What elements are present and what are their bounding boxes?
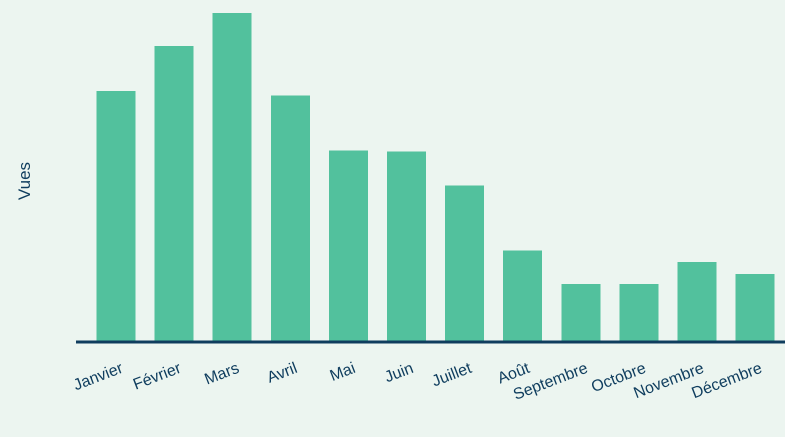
x-tick-label: Mars: [202, 360, 241, 389]
bar-3: [212, 13, 252, 341]
bar-4: [270, 95, 310, 341]
bar-6: [387, 151, 426, 341]
bar-8: [503, 250, 543, 341]
x-tick-label: Janvier: [71, 360, 126, 395]
bar-11: [677, 262, 717, 341]
x-tick-label: Juin: [382, 360, 416, 386]
bar-2: [154, 45, 194, 342]
bar-5: [328, 150, 368, 341]
x-tick-label: Juillet: [430, 360, 475, 391]
x-tick-label: Mai: [328, 360, 358, 385]
x-tick-label: Avril: [265, 360, 300, 387]
bar-9: [561, 284, 601, 341]
bar-10: [619, 284, 659, 341]
x-tick-label: Février: [131, 360, 184, 394]
x-tick-labels: Janvier Février Mars Avril Mai Juin Juillet Aoû…: [71, 360, 764, 404]
bar-7: [445, 185, 485, 341]
bars-layer: [96, 13, 775, 342]
y-axis-title: Vues: [15, 162, 34, 200]
bar-1: [96, 90, 136, 341]
bar-12: [735, 274, 775, 341]
